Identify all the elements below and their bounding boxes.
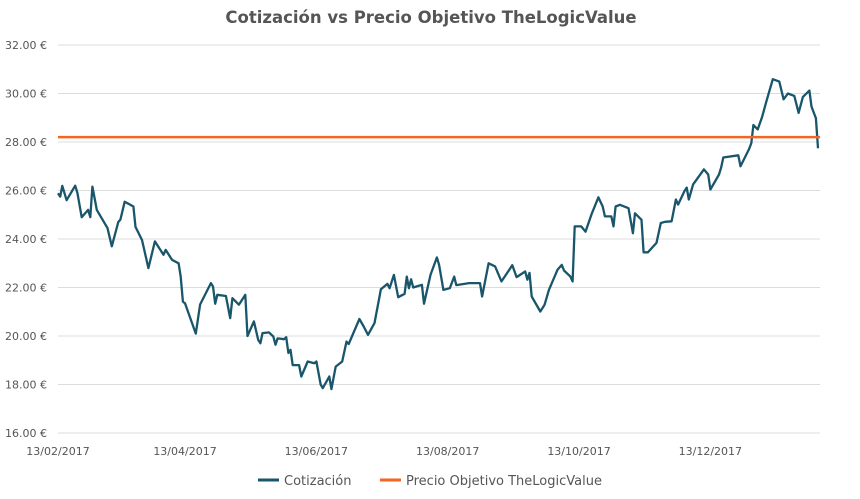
y-axis-ticks: 16.00 € 18.00 € 20.00 € 22.00 € 24.00 € 26.00… [5,39,47,440]
legend-label-precio-objetivo: Precio Objetivo TheLogicValue [406,474,602,489]
chart-title: Cotización vs Precio Objetivo TheLogicVa… [225,8,636,27]
x-tick-label: 13/04/2017 [153,445,216,458]
legend: Cotización Precio Objetivo TheLogicValue [258,474,602,489]
y-tick-label: 26.00 € [5,185,47,198]
y-tick-label: 22.00 € [5,282,47,295]
y-tick-label: 30.00 € [5,88,47,101]
series-layer [57,78,820,391]
y-tick-label: 24.00 € [5,233,47,246]
y-tick-label: 20.00 € [5,330,47,343]
y-tick-label: 32.00 € [5,39,47,52]
x-tick-label: 13/02/2017 [26,445,89,458]
y-tick-label: 28.00 € [5,136,47,149]
x-tick-label: 13/10/2017 [547,445,610,458]
legend-label-cotizacion: Cotización [284,474,351,489]
y-tick-label: 16.00 € [5,427,47,440]
x-tick-label: 13/06/2017 [285,445,348,458]
series-line-cotizacion [57,78,820,391]
x-tick-label: 13/12/2017 [679,445,742,458]
x-axis-ticks: 13/02/2017 13/04/2017 13/06/2017 13/08/2017… [26,445,742,458]
y-tick-label: 18.00 € [5,379,47,392]
gridlines [58,44,820,434]
x-tick-label: 13/08/2017 [416,445,479,458]
